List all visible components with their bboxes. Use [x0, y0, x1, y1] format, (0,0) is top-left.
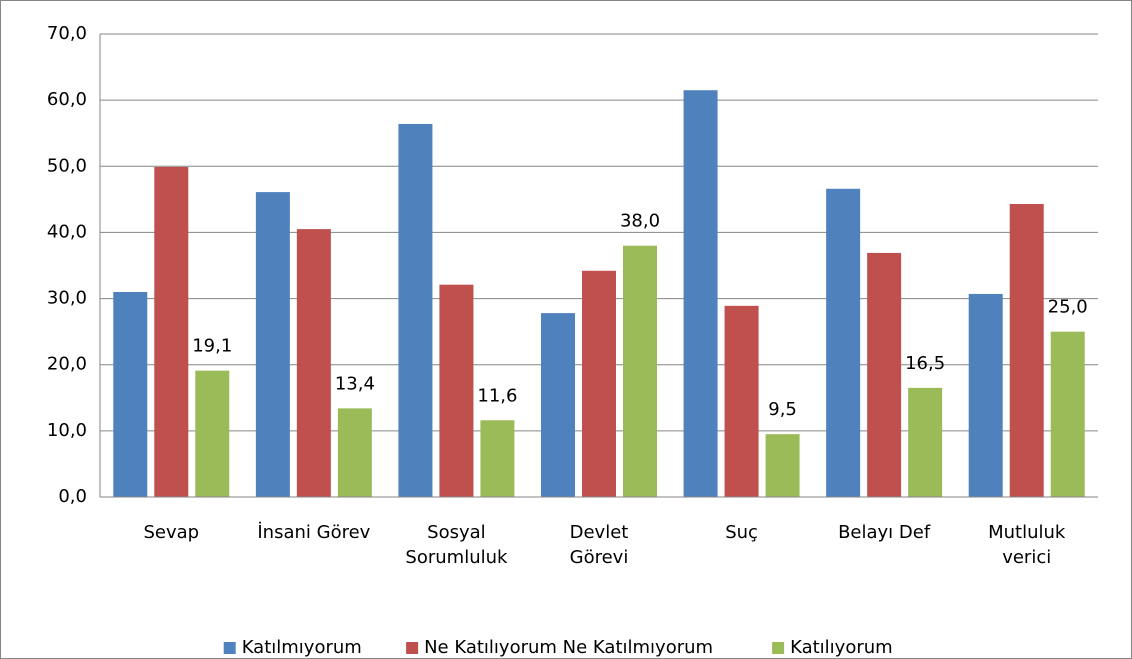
data-label: 9,5	[768, 399, 797, 420]
legend-label: Ne Katılıyorum Ne Katılmıyorum	[424, 637, 713, 658]
bar	[908, 387, 943, 497]
bar	[867, 252, 902, 497]
bar	[296, 229, 331, 497]
bar	[255, 192, 290, 497]
legend-label: Katılmıyorum	[242, 637, 362, 658]
y-tick-label: 20,0	[47, 354, 87, 375]
y-tick-label: 0,0	[58, 486, 87, 507]
y-tick-label: 70,0	[47, 23, 87, 44]
bar	[113, 291, 148, 497]
x-tick-label: Suç	[725, 522, 758, 543]
bar	[439, 284, 474, 497]
x-tick-label: Mutluluk verici	[988, 522, 1066, 568]
data-label: 25,0	[1048, 297, 1088, 318]
bar	[398, 123, 433, 497]
bar	[154, 166, 189, 497]
y-tick-label: 30,0	[47, 288, 87, 309]
bar	[1050, 331, 1085, 497]
bar	[1009, 203, 1044, 498]
bar	[968, 293, 1003, 497]
bar	[623, 245, 657, 497]
data-label: 16,5	[905, 353, 945, 374]
data-label: 19,1	[192, 336, 232, 357]
legend-label: Katılıyorum	[790, 637, 893, 658]
y-tick-label: 50,0	[47, 155, 87, 176]
x-tick-label: Sosyal Sorumluluk	[405, 522, 508, 568]
x-tick-label: Belayı Def	[838, 522, 931, 543]
y-tick-label: 10,0	[47, 420, 87, 441]
x-tick-label: İnsani Görev	[257, 522, 371, 543]
x-tick-label: Devlet Görevi	[569, 522, 629, 568]
bar	[337, 408, 372, 497]
bar	[480, 420, 515, 497]
data-label: 38,0	[620, 211, 660, 232]
y-tick-label: 60,0	[47, 89, 87, 110]
bar	[765, 434, 800, 497]
bar	[541, 313, 575, 497]
legend-swatch	[772, 642, 785, 654]
data-label: 13,4	[335, 373, 375, 394]
bar	[195, 370, 230, 497]
data-label: 11,6	[477, 385, 517, 406]
bar	[724, 305, 759, 497]
y-tick-label: 40,0	[47, 221, 87, 242]
bar	[826, 188, 861, 497]
legend-swatch	[406, 642, 419, 654]
legend-swatch	[223, 642, 236, 654]
x-tick-label: Sevap	[143, 522, 200, 543]
bar	[683, 90, 718, 497]
bar	[582, 270, 616, 497]
